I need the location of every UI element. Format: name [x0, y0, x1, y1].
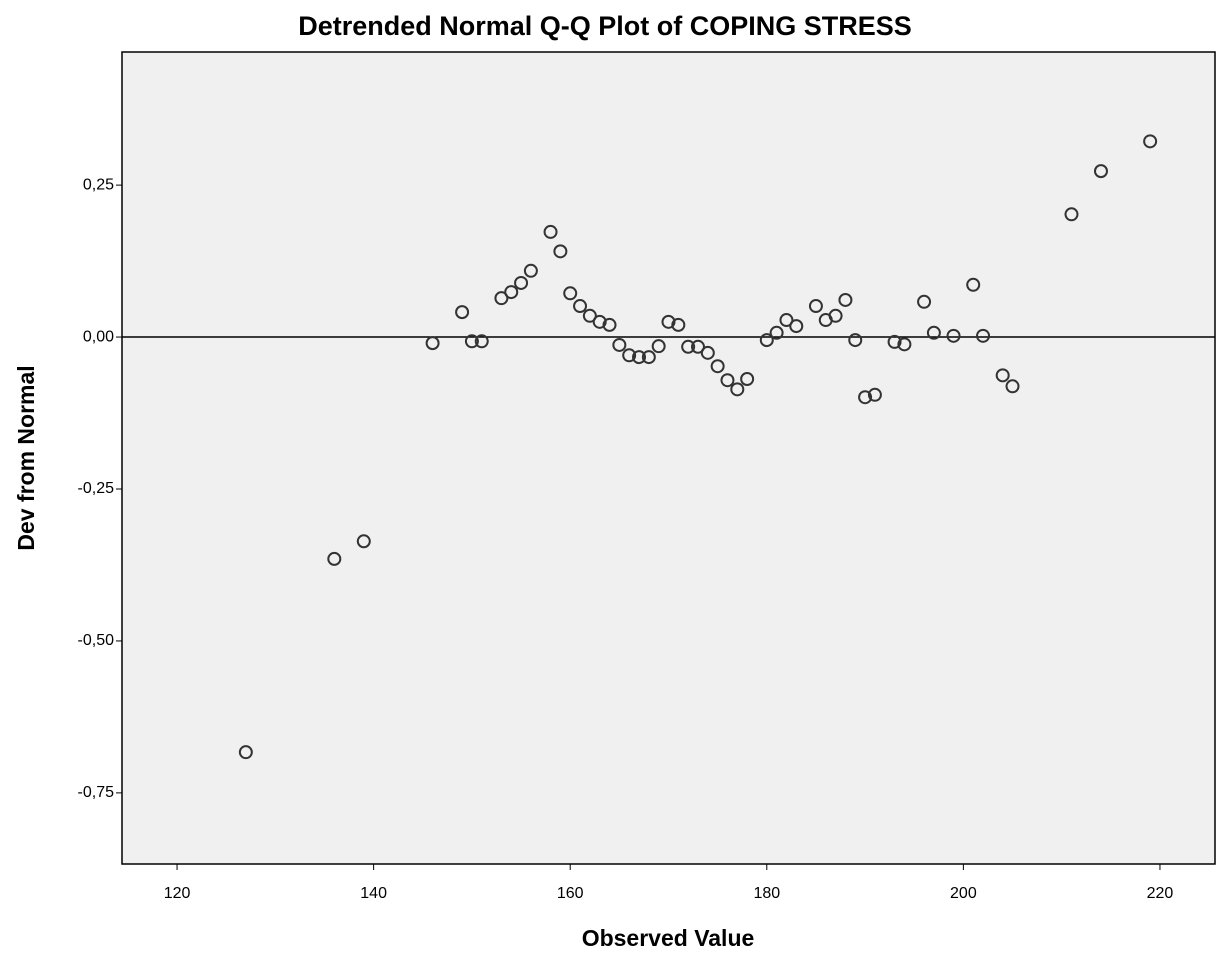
point: [641, 350, 656, 365]
point: [1064, 207, 1079, 222]
chart-title: Detrended Normal Q-Q Plot of COPING STRE…: [298, 11, 912, 41]
point: [779, 313, 794, 328]
point: [995, 368, 1010, 383]
point: [926, 325, 941, 340]
y-tick-label: -0,75: [78, 784, 115, 801]
point: [740, 371, 755, 386]
point: [700, 345, 715, 360]
point: [897, 337, 912, 352]
point: [563, 286, 578, 301]
point: [661, 314, 676, 329]
point: [494, 291, 509, 306]
point: [1143, 134, 1158, 149]
y-axis-label: Dev from Normal: [13, 365, 39, 550]
point: [504, 285, 519, 300]
plot-area: [121, 51, 1216, 865]
point: [769, 325, 784, 340]
point: [602, 317, 617, 332]
point: [455, 305, 470, 320]
point: [573, 299, 588, 314]
x-tick-label: 160: [557, 885, 584, 902]
point: [356, 534, 371, 549]
point: [464, 334, 479, 349]
point: [238, 745, 253, 760]
point: [838, 292, 853, 307]
x-tick-label: 140: [360, 885, 387, 902]
x-axis-label: Observed Value: [582, 925, 755, 951]
point: [553, 244, 568, 259]
point: [474, 334, 489, 349]
y-tick-label: -0,25: [78, 480, 115, 497]
point: [759, 333, 774, 348]
point: [523, 263, 538, 278]
y-tick-label: -0,50: [78, 632, 115, 649]
point: [828, 308, 843, 323]
x-tick-label: 180: [753, 885, 780, 902]
point: [887, 334, 902, 349]
point: [612, 337, 627, 352]
point: [808, 299, 823, 314]
point: [592, 314, 607, 329]
y-tick-label: 0,25: [83, 176, 114, 193]
point: [690, 339, 705, 354]
point: [730, 382, 745, 397]
point: [622, 348, 637, 363]
x-tick-label: 220: [1147, 885, 1174, 902]
point: [848, 333, 863, 348]
point: [543, 224, 558, 239]
point: [946, 328, 961, 343]
point: [1005, 379, 1020, 394]
point: [917, 294, 932, 309]
point: [789, 319, 804, 334]
point: [681, 339, 696, 354]
point: [867, 387, 882, 402]
point: [651, 339, 666, 354]
point: [632, 350, 647, 365]
point: [966, 277, 981, 292]
y-tick-label: 0,00: [83, 328, 114, 345]
point: [425, 336, 440, 351]
point: [671, 317, 686, 332]
point: [976, 328, 991, 343]
point: [327, 551, 342, 566]
x-tick-label: 120: [164, 885, 191, 902]
point: [514, 275, 529, 290]
point: [710, 359, 725, 374]
point: [858, 390, 873, 405]
point: [582, 308, 597, 323]
point: [1093, 164, 1108, 179]
x-tick-label: 200: [950, 885, 977, 902]
point: [720, 373, 735, 388]
